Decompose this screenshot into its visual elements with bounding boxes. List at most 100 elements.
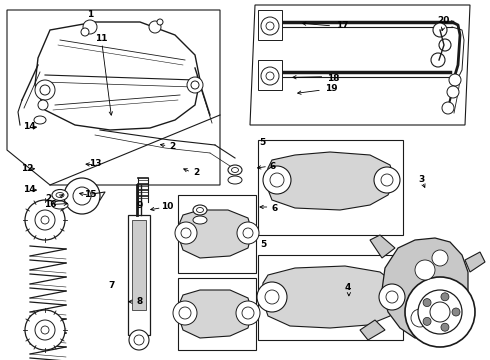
Circle shape xyxy=(157,19,163,25)
Circle shape xyxy=(433,23,447,37)
Circle shape xyxy=(449,74,461,86)
Circle shape xyxy=(423,318,431,325)
Ellipse shape xyxy=(228,165,242,175)
Circle shape xyxy=(386,291,398,303)
Bar xyxy=(178,278,256,350)
Text: 19: 19 xyxy=(325,85,338,94)
Circle shape xyxy=(83,20,97,34)
Circle shape xyxy=(418,290,462,334)
Circle shape xyxy=(173,301,197,325)
Circle shape xyxy=(263,166,291,194)
Circle shape xyxy=(411,309,429,327)
Text: 15: 15 xyxy=(84,190,97,199)
Circle shape xyxy=(439,39,451,51)
Circle shape xyxy=(441,323,449,331)
Text: 5: 5 xyxy=(259,138,265,147)
Text: 18: 18 xyxy=(327,74,340,83)
Text: 11: 11 xyxy=(95,34,108,43)
Circle shape xyxy=(266,22,274,30)
Text: 2: 2 xyxy=(45,194,51,202)
Circle shape xyxy=(237,222,259,244)
Circle shape xyxy=(149,21,161,33)
Circle shape xyxy=(129,330,149,350)
Circle shape xyxy=(261,17,279,35)
Circle shape xyxy=(423,298,431,307)
Text: 4: 4 xyxy=(344,284,351,292)
Circle shape xyxy=(270,173,284,187)
Text: 20: 20 xyxy=(437,16,450,25)
Bar xyxy=(132,220,146,310)
Circle shape xyxy=(64,178,100,214)
Circle shape xyxy=(179,307,191,319)
Circle shape xyxy=(430,302,450,322)
Circle shape xyxy=(41,326,49,334)
Bar xyxy=(258,10,282,40)
Ellipse shape xyxy=(193,205,207,215)
Text: 5: 5 xyxy=(261,240,267,248)
Text: 16: 16 xyxy=(44,200,56,209)
Circle shape xyxy=(41,216,49,224)
Polygon shape xyxy=(262,266,398,328)
Circle shape xyxy=(181,228,191,238)
Circle shape xyxy=(266,72,274,80)
Circle shape xyxy=(73,187,91,205)
Ellipse shape xyxy=(196,207,203,212)
Text: 3: 3 xyxy=(418,175,424,184)
Circle shape xyxy=(243,228,253,238)
Polygon shape xyxy=(178,210,252,258)
Circle shape xyxy=(35,80,55,100)
Circle shape xyxy=(187,77,203,93)
Text: 2: 2 xyxy=(193,168,199,177)
Polygon shape xyxy=(360,320,385,340)
Text: 2: 2 xyxy=(170,142,175,151)
Text: 10: 10 xyxy=(161,202,174,211)
Circle shape xyxy=(40,85,50,95)
Text: 7: 7 xyxy=(108,281,115,289)
Circle shape xyxy=(25,310,65,350)
Circle shape xyxy=(35,210,55,230)
Circle shape xyxy=(431,53,445,67)
Circle shape xyxy=(452,308,460,316)
Text: 12: 12 xyxy=(21,164,33,173)
Circle shape xyxy=(236,301,260,325)
Bar xyxy=(258,255,403,340)
Circle shape xyxy=(432,250,448,266)
Ellipse shape xyxy=(193,216,207,224)
Circle shape xyxy=(415,260,435,280)
Bar xyxy=(258,140,403,235)
Circle shape xyxy=(265,290,279,304)
Text: 6: 6 xyxy=(272,203,278,212)
Bar xyxy=(128,215,150,335)
Circle shape xyxy=(447,86,459,98)
Ellipse shape xyxy=(228,176,242,184)
Polygon shape xyxy=(382,238,468,338)
Circle shape xyxy=(242,307,254,319)
Text: 8: 8 xyxy=(137,297,143,306)
Circle shape xyxy=(35,320,55,340)
Circle shape xyxy=(38,100,48,110)
Ellipse shape xyxy=(52,189,68,201)
Circle shape xyxy=(25,200,65,240)
Text: 17: 17 xyxy=(336,22,348,31)
Circle shape xyxy=(81,28,89,36)
Circle shape xyxy=(438,295,458,315)
Polygon shape xyxy=(265,152,395,210)
Text: 14: 14 xyxy=(23,184,35,194)
Ellipse shape xyxy=(56,193,64,198)
Polygon shape xyxy=(465,252,485,272)
Ellipse shape xyxy=(52,201,68,209)
Bar xyxy=(178,195,256,273)
Text: 13: 13 xyxy=(89,159,102,168)
Circle shape xyxy=(191,81,199,89)
Circle shape xyxy=(175,222,197,244)
Circle shape xyxy=(379,284,405,310)
Ellipse shape xyxy=(34,116,46,124)
Circle shape xyxy=(405,277,475,347)
Circle shape xyxy=(374,167,400,193)
Circle shape xyxy=(257,282,287,312)
Text: 9: 9 xyxy=(137,201,144,210)
Ellipse shape xyxy=(231,167,239,172)
Bar xyxy=(258,60,282,90)
Circle shape xyxy=(442,102,454,114)
Text: 6: 6 xyxy=(270,162,276,171)
